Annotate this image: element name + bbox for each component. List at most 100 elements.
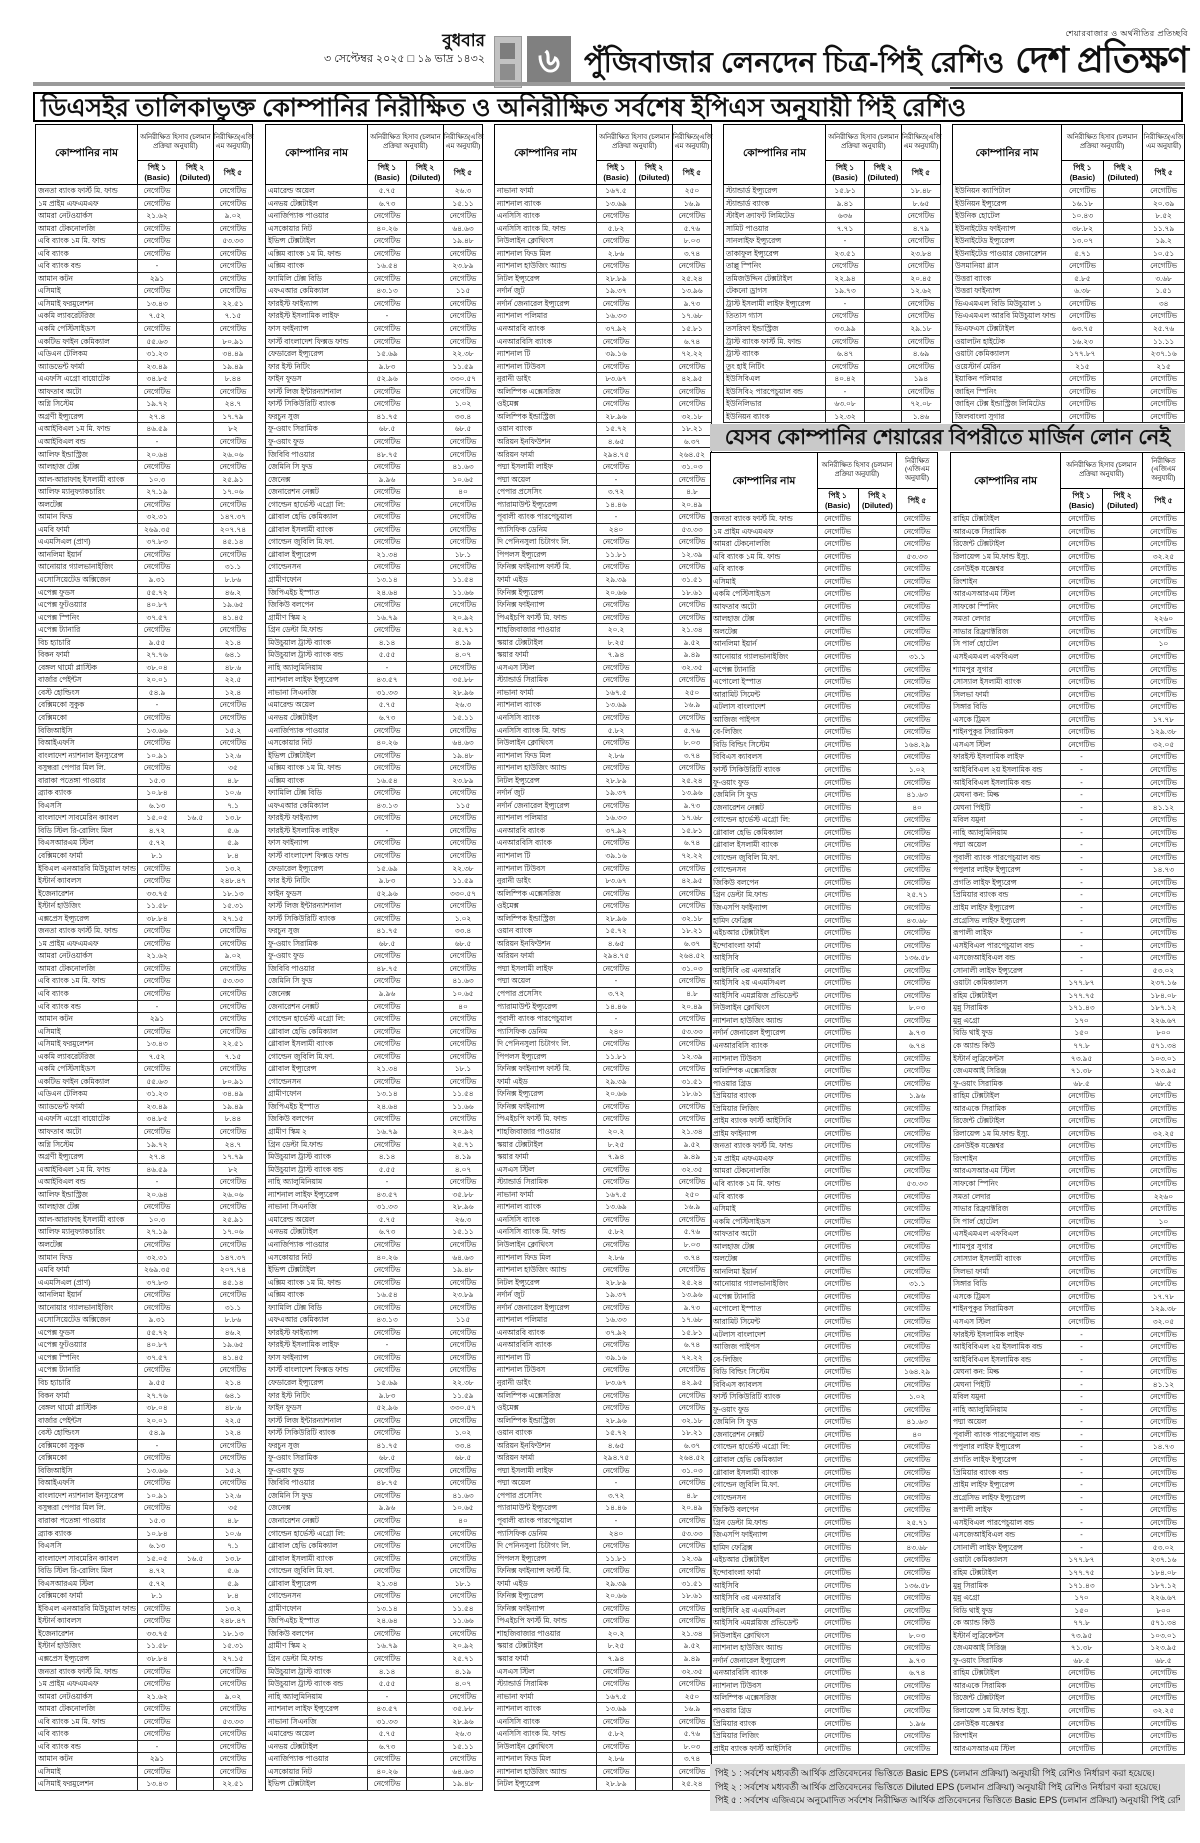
pe-value-cell: ৩১.৫১ [671,572,713,587]
company-name-cell: এসএস স্টিল [950,1315,1061,1329]
company-name-cell: ফ্যামিলি টেক্স বিডি [265,786,368,800]
company-name-cell: ইজেনারেশন [35,886,138,901]
pe-value-cell: ৫৩.৩৩ [212,1714,254,1729]
pe-value-cell: নেগেটিভ [1142,372,1185,386]
table-row: হামিদ ফেব্রিক্স নেগেটিভ ৪৩.৬৮ [710,1540,938,1555]
company-name-cell: নিউলাইন ক্লোথিংস [710,1628,818,1643]
pe-value-cell [176,196,214,211]
company-name-cell: এবি ব্যাংক ১ম মি. ফান্ড [35,1714,138,1729]
company-name-cell: পপুলার লাইফ ইন্স্যুরেন্স [950,1440,1061,1454]
pe-value-cell: ২৮.৯৬ [442,1714,484,1729]
pe-value-cell [857,1001,898,1015]
pe-value-cell: নেগেটিভ [896,1239,938,1254]
pe-value-cell: ৫.৫৫ [366,648,408,662]
pe-value-cell: ৫৫.৬৩ [136,1074,178,1089]
pe-value-cell: ২০.৯২ [442,1639,484,1653]
table-row: এসিমাই নেগেটিভ নেগেটিভ [710,574,938,589]
company-name-cell: নিটল ইন্স্যুরেন্স [494,271,597,286]
pe-value-cell: ৩৩.৪ [442,1438,484,1453]
pe-value-cell: ১৮৪.০৮ [1141,988,1186,1003]
company-name-cell: প্রাইম লাইফ ইন্স্যুরেন্স [950,900,1061,915]
pe-value-cell: ২৭.১৫ [212,1652,254,1666]
table-row: অগ্রণী ইন্স্যুরেন্স ২৭.৪ ১৭.৭৯ [35,409,254,424]
company-name-cell: ফিনিক্স ফাইন্যান্স [494,1099,597,1114]
pe-value-cell: ২৭.১৯ [136,1225,178,1239]
pe-value-cell [176,1614,214,1628]
table-row: অলটেক্স নেগেটিভ নেগেটিভ [710,624,938,639]
table-row: নাহি অ্যালুমিনিয়াম - নেগেটিভ [265,1689,484,1704]
pe-value-cell [857,687,898,702]
pe-value-cell [406,271,444,286]
pe-value-cell [1102,221,1144,236]
company-name-cell: প্রাইম ফাইন্যান্স [710,1126,818,1141]
company-name-cell: আইসিবি ৩য় এনআরবি [710,1591,818,1605]
pe-value-cell: নেগেটিভ [1059,1214,1104,1229]
table-row: বিএসসি ৬.১৩ ৭.১ [35,798,254,813]
company-name-cell: স্কয়ার ফার্মা [494,1652,597,1666]
pe-value-cell [635,1187,673,1202]
company-name-cell: শ্যামপুর সুগার [950,1239,1061,1254]
company-name-cell: গোল্ডেন জুবিলি মি.ফা. [265,1049,368,1064]
pe-value-cell: ৪.৮ [671,485,713,499]
pe-value-cell: ১৮.৬১ [671,1087,713,1101]
pe-value-cell [864,296,902,311]
pe-value-cell: ৩১.১ [212,560,254,574]
pe-value-cell: ৫৩.০২ [1141,963,1186,978]
company-name-cell: ইউসিবিএল [723,372,826,386]
pe-value-cell [406,1501,444,1515]
table-row: উত্তরা ব্যাংক ৫.৮৫ ৩.৬৮ [951,271,1185,286]
pe-value-cell: নেগেটিভ [595,598,637,612]
company-name-cell: প্রগতি লাইফ ইন্স্যুরেন্স [950,1453,1061,1467]
pe-value-cell: নেগেটিভ [1141,1277,1186,1291]
company-name-cell: অলটেক্স [710,1252,818,1266]
pe-value-cell: ১১.৮১ [595,1049,637,1064]
pe-value-cell [635,259,673,273]
pe-value-cell: নেগেটিভ [816,1703,859,1718]
pe-value-cell [1102,838,1143,852]
company-name-cell: গ্রামীণফোন [265,1601,368,1616]
table-row: ফিনিক্স ফাইন্যান্স ফার্স্ট মি. নেগেটিভ নেগ… [494,1062,713,1076]
pe-value-cell [406,1576,444,1591]
pe-value-cell: নেগেটিভ [595,1764,637,1779]
pe-value-cell [857,800,898,815]
table-row: নর্দার্ন জুট ১৯.৩৭ ১৩.৯৬ [494,284,713,298]
company-name-cell: ইস্টার্ন হাউজিং [35,1639,138,1653]
pe-value-cell: - [1059,1390,1104,1404]
pe-value-cell: নেগেটিভ [212,1363,254,1377]
pe-value-cell: নেগেটিভ [1141,1478,1186,1492]
pe-value-cell: নেগেটিভ [442,497,484,512]
pe-value-cell: নেগেটিভ [816,1678,859,1693]
pe-value-cell: ৮০.৯১ [212,334,254,349]
pe-value-cell: ১.০২ [442,1426,484,1440]
table-row: ১ম প্রাইম এফএমএফ নেগেটিভ নেগেটিভ [710,524,938,539]
pe-value-cell [406,1526,444,1541]
company-name-cell: এনসিসি ব্যাংক [494,1212,597,1227]
pe-value-cell: ১৮.১ [442,1576,484,1591]
pe-value-cell: নেগেটিভ [896,1377,938,1392]
table-row: বেক্সিমকো সুকুক - নেগেটিভ [35,698,254,712]
pe-value-cell: ২৫০ [671,1689,713,1704]
pe-value-cell [635,334,673,349]
table-row: ফার ইস্ট নিটিং ৯.৮৩ ১১.৫৯ [265,874,484,888]
pe-value-cell [857,1101,898,1116]
company-name-cell: ফার্মা এইড [494,1074,597,1089]
pe-value-cell [635,836,673,850]
pe-value-cell: - [1059,1478,1104,1492]
company-name-cell: রেনউইক যজ্ঞেশ্বর [950,562,1061,576]
table-row: পদ্মা অয়েল - নেগেটিভ [950,838,1186,852]
company-name-cell: জিএসপি ফাইন্যান্স [710,1528,818,1542]
company-name-cell: শাহজিবাজার পাওয়ার [494,623,597,637]
pe-value-cell: নেগেটিভ [896,1214,938,1229]
table-row: বাংলাদেশ ন্যাশনাল ইনস্যুরেন্স ১০.৯১ ১২.৬ [35,748,254,763]
pe-value-cell: ২৪.৭ [212,1137,254,1152]
pe-value-cell: ২৫.৭১ [442,1137,484,1152]
pe-value-cell [864,347,902,361]
company-name-cell: আমরা নেটওয়ার্কস [35,209,138,223]
table-row: গোল্ডেন জুবিলি মি.ফা. নেগেটিভ নেগেটিভ [265,1564,484,1578]
pe-value-cell [406,572,444,587]
table-row: নিটল ইন্স্যুরেন্স ২৮.৮৯ ২৫.২৪ [494,1777,713,1791]
pe-value-cell [176,685,214,700]
pe-value-cell: ৮.৪৪ [212,1112,254,1126]
company-name-cell: পিএইচপি ফার্স্ট মি. ফান্ড [494,610,597,625]
pe-value-cell [406,1539,444,1553]
